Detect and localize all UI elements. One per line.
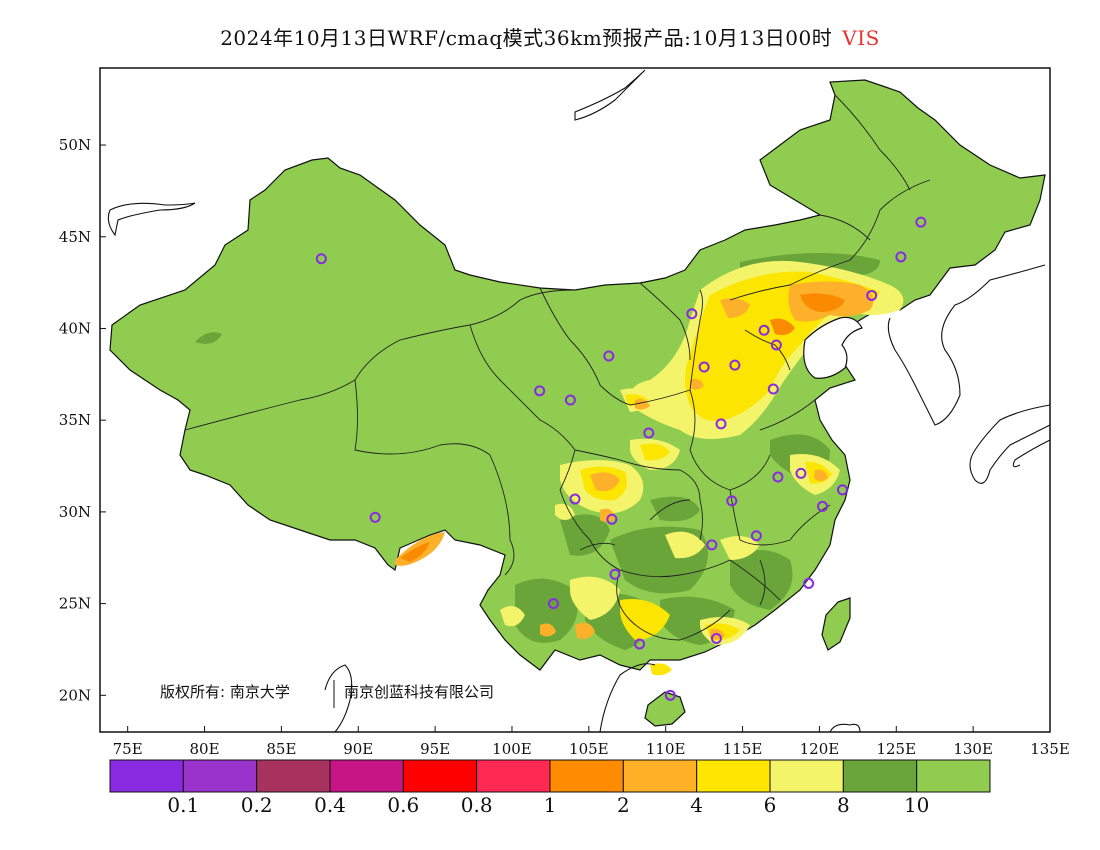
station-marker bbox=[569, 493, 581, 505]
station-marker bbox=[726, 495, 738, 507]
colorbar-swatch bbox=[329, 759, 404, 793]
visibility-orange-zones bbox=[395, 281, 874, 640]
bohai-sea bbox=[803, 316, 863, 379]
station-marker bbox=[895, 251, 907, 263]
station-marker bbox=[758, 324, 770, 336]
colorbar-swatch bbox=[769, 759, 844, 793]
colorbar-swatch bbox=[182, 759, 258, 793]
station-marker bbox=[609, 568, 621, 580]
hainan-island bbox=[644, 691, 686, 727]
title-main: 2024年10月13日WRF/cmaq模式36km预报产品:10月13日00时 bbox=[220, 26, 833, 50]
lat-label: 25N bbox=[59, 595, 91, 613]
station-marker bbox=[686, 308, 698, 320]
colorbar-tick-label: 8 bbox=[837, 793, 850, 817]
title-variable: VIS bbox=[842, 26, 880, 50]
station-markers bbox=[315, 216, 927, 701]
map-canvas bbox=[107, 69, 1050, 732]
station-marker bbox=[698, 361, 710, 373]
lon-label: 115E bbox=[723, 740, 763, 758]
lon-label: 105E bbox=[569, 740, 609, 758]
colorbar-tick-label: 10 bbox=[904, 793, 929, 817]
lon-label: 135E bbox=[1030, 740, 1070, 758]
axis-ticks bbox=[100, 144, 1051, 732]
station-marker bbox=[803, 577, 815, 589]
lon-label: 75E bbox=[113, 740, 143, 758]
station-marker bbox=[564, 394, 576, 406]
colorbar-tick-label: 1 bbox=[544, 793, 557, 817]
colorbar-swatch bbox=[402, 759, 478, 793]
station-marker bbox=[816, 500, 828, 512]
lon-label: 90E bbox=[343, 740, 373, 758]
station-marker bbox=[915, 216, 927, 228]
lon-label: 130E bbox=[953, 740, 993, 758]
station-marker bbox=[795, 467, 807, 479]
copyright-prefix: 版权所有: 南京大学 bbox=[160, 683, 290, 701]
lat-label: 20N bbox=[59, 686, 91, 704]
lon-label: 80E bbox=[190, 740, 220, 758]
colorbar bbox=[109, 759, 991, 793]
longitude-labels: 75E 80E 85E 90E 95E 100E 105E 110E 115E 120E 125E 1… bbox=[113, 740, 1070, 758]
station-marker bbox=[715, 418, 727, 430]
lat-label: 35N bbox=[59, 411, 91, 429]
colorbar-swatch bbox=[916, 759, 991, 793]
map-frame bbox=[99, 67, 1051, 733]
colorbar-swatch bbox=[622, 759, 698, 793]
colorbar-tick-label: 0.8 bbox=[461, 793, 493, 817]
station-marker bbox=[643, 427, 655, 439]
station-marker bbox=[664, 689, 676, 701]
colorbar-swatch bbox=[842, 759, 918, 793]
station-marker bbox=[606, 513, 618, 525]
station-marker bbox=[750, 530, 762, 542]
station-marker bbox=[603, 350, 615, 362]
lon-label: 125E bbox=[876, 740, 916, 758]
colorbar-tick-label: 4 bbox=[690, 793, 703, 817]
colorbar-tick-label: 2 bbox=[617, 793, 630, 817]
station-marker bbox=[710, 632, 722, 644]
colorbar-tick-label: 0.1 bbox=[167, 793, 199, 817]
neighbor-coastlines bbox=[107, 69, 1050, 732]
copyright-suffix: 南京创蓝科技有限公司 bbox=[344, 683, 494, 701]
station-marker bbox=[534, 385, 546, 397]
taiwan-island bbox=[821, 597, 851, 651]
station-marker bbox=[706, 539, 718, 551]
lon-label: 85E bbox=[266, 740, 296, 758]
lat-label: 40N bbox=[59, 319, 91, 337]
lon-label: 120E bbox=[800, 740, 840, 758]
latitude-labels: 50N 45N 40N 35N 30N 25N 20N bbox=[59, 136, 91, 704]
station-marker bbox=[770, 339, 782, 351]
map-title: 2024年10月13日WRF/cmaq模式36km预报产品:10月13日00时 V… bbox=[0, 22, 1100, 51]
colorbar-tick-label: 6 bbox=[764, 793, 777, 817]
colorbar-swatch bbox=[476, 759, 551, 793]
province-boundaries bbox=[184, 94, 931, 641]
colorbar-tick-label: 0.2 bbox=[241, 793, 273, 817]
colorbar-swatch bbox=[109, 759, 184, 793]
station-marker bbox=[836, 484, 848, 496]
colorbar-tick-label: 0.4 bbox=[314, 793, 346, 817]
colorbar-labels: 0.1 0.2 0.4 0.6 0.8 1 2 4 6 8 10 bbox=[167, 793, 929, 817]
station-marker bbox=[634, 638, 646, 650]
station-marker bbox=[767, 383, 779, 395]
lat-label: 50N bbox=[59, 136, 91, 154]
colorbar-swatch bbox=[696, 759, 771, 793]
lon-label: 110E bbox=[646, 740, 686, 758]
station-marker bbox=[547, 598, 559, 610]
station-marker bbox=[772, 471, 784, 483]
lat-label: 45N bbox=[59, 228, 91, 246]
lat-label: 30N bbox=[59, 503, 91, 521]
lon-label: 100E bbox=[492, 740, 532, 758]
station-marker bbox=[369, 511, 381, 523]
colorbar-swatch bbox=[256, 759, 331, 793]
colorbar-swatch bbox=[549, 759, 624, 793]
station-marker bbox=[315, 253, 327, 265]
station-marker bbox=[866, 289, 878, 301]
station-marker bbox=[729, 359, 741, 371]
colorbar-tick-label: 0.6 bbox=[387, 793, 419, 817]
lon-label: 95E bbox=[420, 740, 450, 758]
